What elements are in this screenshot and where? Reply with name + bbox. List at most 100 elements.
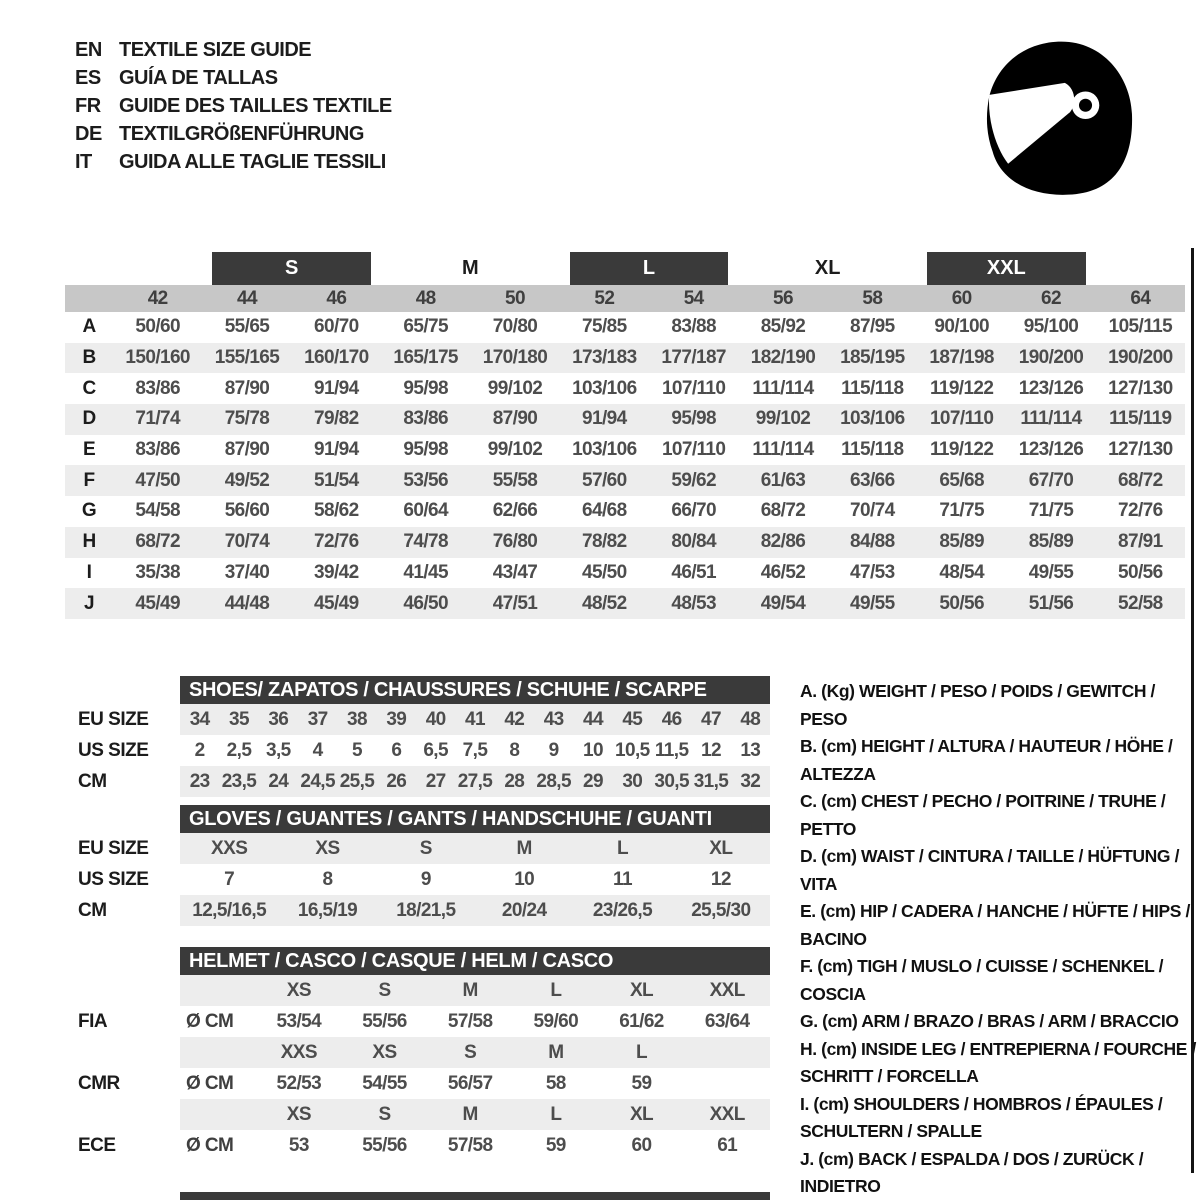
guide-title: TEXTILE SIZE GUIDE — [119, 38, 312, 61]
shoes-cm-label: CM — [78, 771, 107, 792]
diameter-cm-label: Ø CM — [186, 1072, 234, 1094]
fia-label: FIA — [78, 1011, 108, 1032]
shoe-cm-value: 24 — [268, 770, 289, 792]
glove-eu-size: L — [616, 837, 629, 859]
language-title-block: EN TEXTILE SIZE GUIDE ES GUÍA DE TALLAS FR GU… — [75, 36, 392, 176]
size-value: 47/50 — [135, 469, 180, 491]
size-value: 75/78 — [224, 408, 270, 430]
size-value: 103/106 — [572, 439, 637, 461]
helmet-table-title: HELMET / CASCO / CASQUE / HELM / CASCO — [180, 947, 770, 975]
size-value: 74/78 — [403, 531, 448, 553]
size-value: 91/94 — [314, 377, 359, 399]
helmet-size-cell: XS — [286, 979, 312, 1001]
helmet-value-cell: 54/55 — [362, 1072, 407, 1094]
size-header-cell: 50 — [505, 287, 526, 309]
helmet-size-cell: XXL — [709, 979, 746, 1001]
numeric-size-header-row: 42 44 46 48 50 52 54 56 58 60 62 64 — [65, 285, 1185, 312]
size-value: 105/115 — [1108, 316, 1173, 338]
size-value: 47/51 — [492, 592, 538, 614]
cmr-label: CMR — [78, 1073, 120, 1094]
size-value: 51/54 — [314, 469, 359, 491]
glove-cm-value: 18/21,5 — [396, 899, 456, 921]
language-row: FR GUIDE DES TAILLES TEXTILE — [75, 92, 392, 120]
size-value: 63/66 — [850, 469, 895, 491]
size-value: 83/86 — [135, 439, 180, 461]
shoe-cm-value: 23 — [189, 770, 211, 792]
gloves-eu-row: XXS XS S M L XL — [180, 833, 770, 864]
legend-item: C. (cm) CHEST / PECHO / POITRINE / TRUHE… — [800, 791, 1166, 839]
size-value: 85/89 — [939, 531, 984, 553]
guide-title: TEXTILGRÖßENFÜHRUNG — [119, 122, 364, 145]
size-value: 50/56 — [939, 592, 984, 614]
size-value: 41/45 — [403, 561, 448, 583]
helmet-fia-value-row: Ø CM 53/54 55/56 57/58 59/60 61/62 63/64 — [180, 1006, 770, 1037]
language-row: DE TEXTILGRÖßENFÜHRUNG — [75, 120, 392, 148]
shoe-us-size: 5 — [352, 739, 363, 761]
guide-title: GUÍA DE TALLAS — [119, 66, 278, 89]
size-value: 187/198 — [929, 347, 994, 369]
glove-cm-value: 12,5/16,5 — [192, 899, 267, 921]
guide-title: GUIDA ALLE TAGLIE TESSILI — [119, 150, 386, 173]
glove-eu-size: XL — [709, 837, 733, 859]
helmet-size-cell: XXL — [709, 1103, 746, 1125]
size-value: 83/88 — [671, 316, 716, 338]
shoe-cm-value: 32 — [740, 770, 761, 792]
size-value: 115/118 — [841, 439, 904, 461]
size-value: 111/114 — [752, 377, 814, 399]
size-value: 76/80 — [492, 531, 538, 553]
size-value: 87/91 — [1118, 531, 1163, 553]
language-row: ES GUÍA DE TALLAS — [75, 64, 392, 92]
size-value: 59/62 — [671, 469, 716, 491]
helmet-value-cell: 63/64 — [704, 1010, 750, 1032]
size-value: 115/119 — [1109, 408, 1172, 430]
shoe-cm-value: 31,5 — [693, 770, 729, 792]
language-code: IT — [75, 150, 92, 173]
shoes-us-row: 2 2,5 3,5 4 5 6 6,5 7,5 8 9 10 10,5 11,5 12 13 — [180, 735, 770, 766]
glove-cm-value: 16,5/19 — [297, 899, 358, 921]
size-value: 119/122 — [929, 439, 994, 461]
size-value: 160/170 — [304, 347, 369, 369]
size-value: 83/86 — [135, 377, 180, 399]
size-value: 56/60 — [224, 500, 270, 522]
glove-us-size: 12 — [710, 868, 732, 890]
helmet-size-cell — [684, 1037, 770, 1068]
shoe-us-size: 7,5 — [462, 739, 488, 761]
shoe-us-size: 11,5 — [654, 739, 689, 761]
shoe-us-size: 3,5 — [266, 739, 291, 761]
shoe-us-size: 6,5 — [423, 739, 448, 761]
shoe-cm-value: 30,5 — [654, 770, 689, 792]
helmet-value-cell: 55/56 — [362, 1010, 407, 1032]
size-value: 99/102 — [755, 408, 811, 430]
size-value: 39/42 — [314, 561, 359, 583]
helmet-size-cell: L — [550, 1103, 562, 1125]
size-value: 65/68 — [939, 469, 984, 491]
helmet-size-cell: S — [464, 1041, 477, 1063]
row-letter: I — [86, 561, 92, 583]
size-value: 68/72 — [135, 531, 180, 553]
legend-item: A. (Kg) WEIGHT / PESO / POIDS / GEWITCH … — [800, 681, 1155, 729]
size-table-row: G 54/58 56/60 58/62 60/64 62/66 64/68 66/70 68/7… — [65, 496, 1185, 527]
size-value: 119/122 — [929, 377, 994, 399]
size-value: 68/72 — [760, 500, 806, 522]
helmet-value-cell: 58 — [545, 1072, 567, 1094]
shoe-us-size: 2 — [194, 739, 206, 761]
helmet-value-cell: 61 — [717, 1134, 738, 1156]
size-value: 48/52 — [582, 592, 627, 614]
shoe-us-size: 10,5 — [615, 739, 650, 761]
language-code: DE — [75, 122, 102, 145]
shoe-eu-size: 40 — [425, 708, 447, 730]
row-letter: G — [81, 500, 97, 522]
helmet-size-cell: XL — [629, 979, 654, 1001]
shoe-cm-value: 24,5 — [300, 770, 335, 792]
language-code: EN — [75, 38, 102, 61]
shoe-cm-value: 25,5 — [339, 770, 375, 792]
ece-label: ECE — [78, 1135, 116, 1156]
helmet-fia-size-row: XS S M L XL XXL — [180, 975, 770, 1006]
helmet-value-cell: 57/58 — [447, 1010, 493, 1032]
size-group-header: S M L XL XXL — [65, 252, 1185, 285]
size-value: 103/106 — [840, 408, 905, 430]
size-value: 44/48 — [224, 592, 270, 614]
shoe-eu-size: 35 — [229, 708, 250, 730]
size-value: 107/110 — [661, 377, 726, 399]
shoes-eu-size-label: EU SIZE — [78, 709, 149, 730]
